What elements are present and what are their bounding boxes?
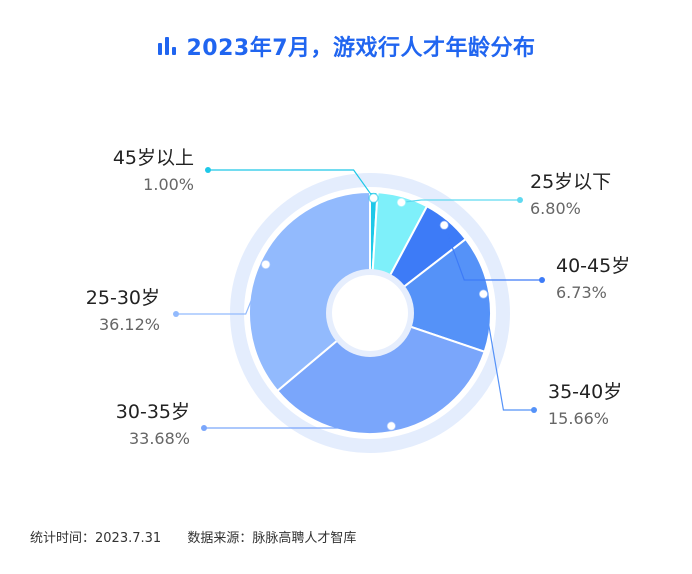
- slice-value-0: 1.00%: [143, 175, 194, 194]
- leader-dot-inner-5: [260, 259, 272, 270]
- slice-value-1: 6.80%: [530, 199, 581, 218]
- slice-label-5: 25-30岁: [86, 287, 160, 309]
- leader-dot-outer-3: [531, 407, 537, 413]
- slice-label-1: 25岁以下: [530, 171, 611, 193]
- chart-title: 2023年7月，游戏行人才年龄分布: [186, 36, 536, 61]
- leader-line-2: [443, 224, 542, 281]
- data-source-text: 数据来源：脉脉高聘人才智库: [187, 531, 357, 546]
- leader-dot-inner-0: [368, 192, 379, 204]
- leader-dot-outer-2: [539, 277, 545, 283]
- center-hole: [332, 275, 408, 351]
- slice-value-3: 15.66%: [548, 409, 609, 428]
- pie-slice-4: [275, 311, 486, 435]
- leader-line-1: [401, 199, 520, 203]
- footer: 统计时间：2023.7.31 数据来源：脉脉高聘人才智库: [30, 527, 356, 546]
- leader-line-3: [482, 293, 534, 411]
- chart-title-wrap: 2023年7月，游戏行人才年龄分布: [0, 30, 692, 62]
- leader-dot-inner-4: [386, 420, 397, 432]
- leader-dot-inner-2: [438, 219, 450, 231]
- slice-label-3: 35-40岁: [548, 381, 622, 403]
- leader-line-5: [176, 264, 267, 315]
- slice-value-2: 6.73%: [556, 283, 607, 302]
- leader-line-0: [208, 169, 375, 199]
- leader-dot-outer-0: [205, 167, 211, 173]
- slice-label-2: 40-45岁: [556, 255, 630, 277]
- leader-dot-outer-4: [201, 425, 207, 431]
- slice-value-5: 36.12%: [99, 315, 160, 334]
- slice-label-4: 30-35岁: [116, 401, 190, 423]
- leader-line-4: [204, 425, 392, 429]
- slice-value-4: 33.68%: [129, 429, 190, 448]
- leader-dot-outer-5: [173, 311, 179, 317]
- outer-ring: [230, 173, 510, 453]
- pie-slice-3: [367, 237, 492, 354]
- leader-dot-outer-1: [517, 197, 523, 203]
- bar-chart-icon: [156, 35, 178, 57]
- stat-time-text: 统计时间：2023.7.31: [30, 531, 162, 546]
- leader-dot-inner-1: [396, 197, 407, 208]
- pie-slice-5: [248, 190, 371, 393]
- leader-dot-inner-3: [478, 288, 489, 300]
- slice-label-0: 45岁以上: [113, 147, 194, 169]
